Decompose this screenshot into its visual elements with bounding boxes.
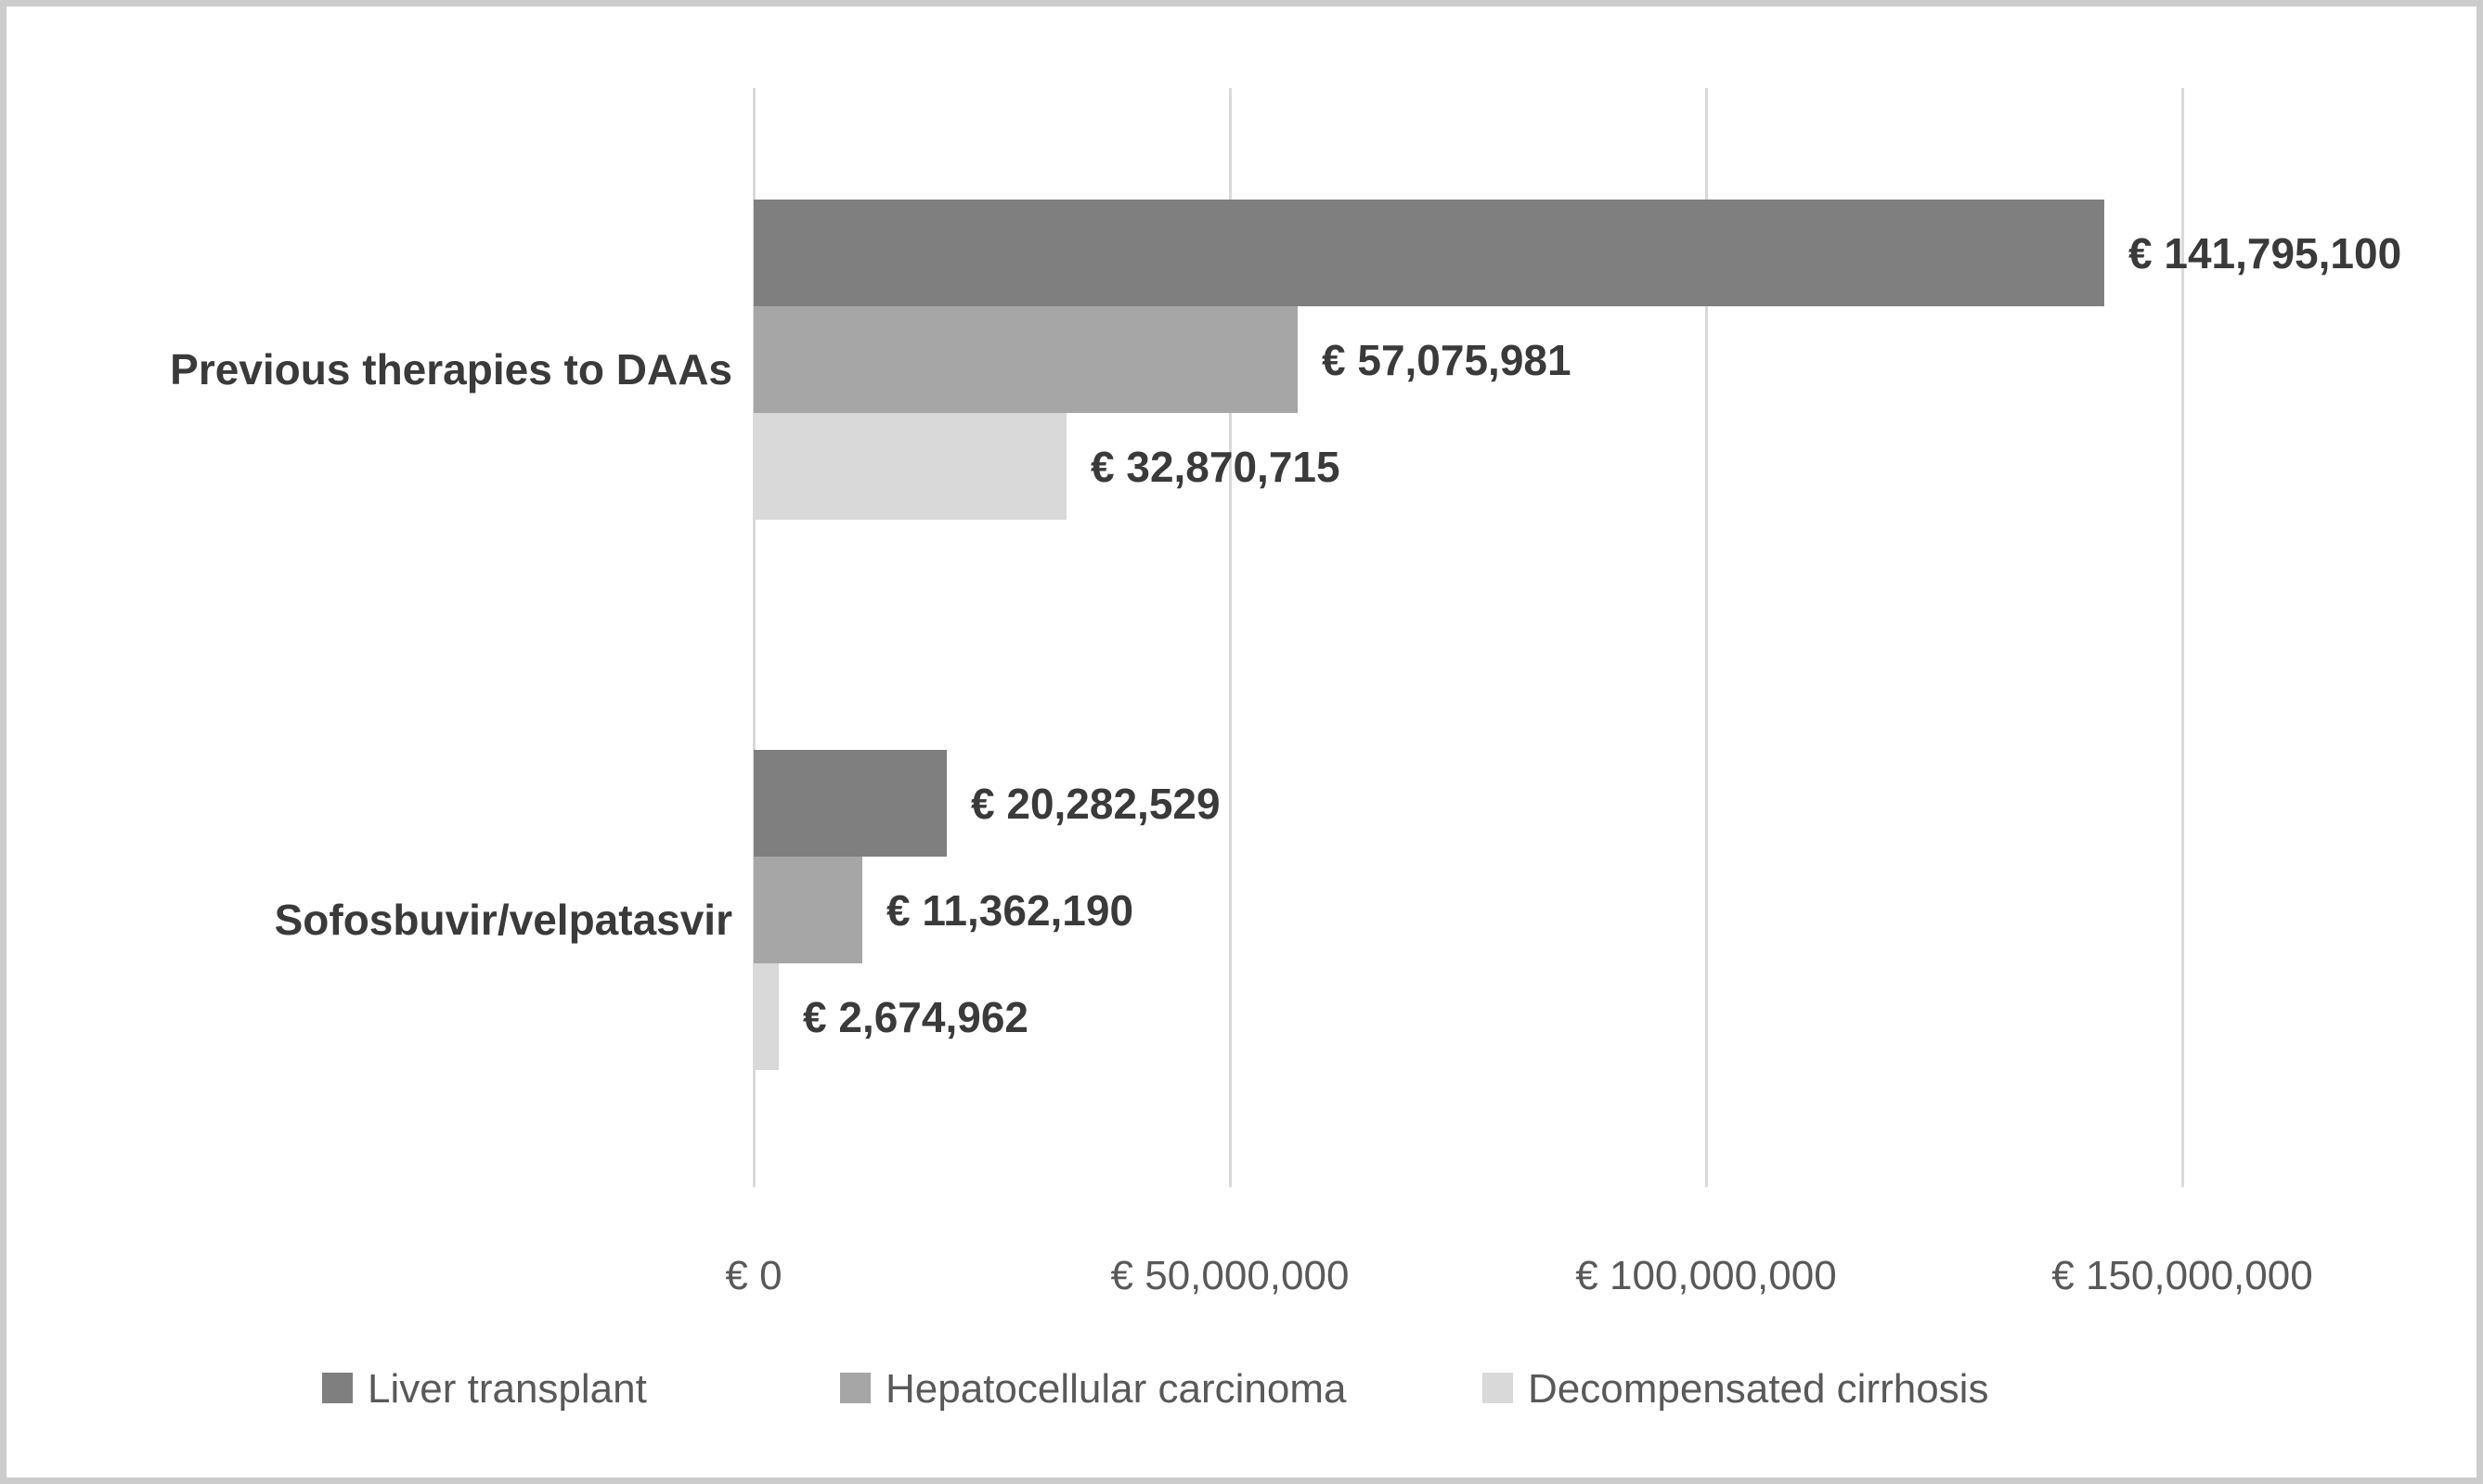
data-label: € 11,362,190 [886, 885, 1134, 935]
legend-label: Hepatocellular carcinoma [886, 1366, 1347, 1412]
gridline [2181, 88, 2184, 1187]
axis-tick-label: € 0 [725, 1253, 782, 1298]
data-label: € 20,282,529 [971, 779, 1221, 828]
legend-marker-icon [322, 1373, 353, 1403]
bar-hepatocellular-carcinoma [754, 306, 1298, 413]
data-label: € 57,075,981 [1322, 335, 1571, 384]
legend-marker-icon [840, 1373, 871, 1403]
legend-marker-icon [1482, 1373, 1513, 1403]
data-label: € 2,674,962 [803, 992, 1029, 1041]
bar-liver-transplant [754, 750, 947, 857]
gridline [1705, 88, 1708, 1187]
gridline [1229, 88, 1232, 1187]
axis-tick-label: € 150,000,000 [2051, 1253, 2313, 1298]
legend-label: Liver transplant [368, 1366, 647, 1412]
legend-label: Decompensated cirrhosis [1528, 1366, 1989, 1412]
axis-tick-label: € 100,000,000 [1575, 1253, 1837, 1298]
gridline [753, 88, 756, 1187]
data-label: € 32,870,715 [1091, 442, 1340, 491]
category-label: Previous therapies to DAAs [170, 344, 732, 394]
bar-hepatocellular-carcinoma [754, 857, 862, 963]
data-label: € 141,795,100 [2128, 228, 2402, 277]
bar-decompensated-cirrhosis [754, 963, 779, 1070]
bar-decompensated-cirrhosis [754, 413, 1067, 520]
axis-tick-label: € 50,000,000 [1110, 1253, 1350, 1298]
category-label: Sofosbuvir/velpatasvir [274, 895, 732, 944]
bar-liver-transplant [754, 200, 2104, 306]
